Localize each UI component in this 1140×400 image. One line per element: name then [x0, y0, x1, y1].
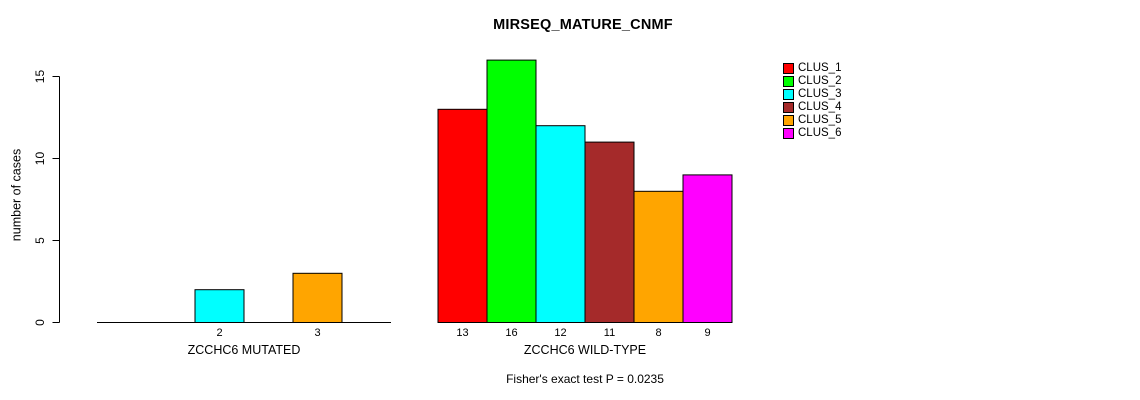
- bar-clus_4: [584, 141, 635, 323]
- bar-value-label: 9: [704, 327, 710, 339]
- bar-clus_6: [682, 174, 733, 323]
- bar-value-label: 12: [554, 327, 566, 339]
- legend-item-clus_3: CLUS_3: [783, 88, 841, 101]
- bar-value-label: 2: [216, 327, 222, 339]
- legend-label: CLUS_3: [798, 88, 842, 100]
- bar-clus_1: [437, 108, 488, 323]
- chart-title: MIRSEQ_MATURE_CNMF: [493, 17, 673, 33]
- legend-item-clus_2: CLUS_2: [783, 75, 841, 88]
- bar-clus_3: [194, 289, 245, 324]
- legend-swatch-icon: [783, 89, 794, 100]
- y-tick-label: 15: [33, 70, 47, 84]
- legend-swatch-icon: [783, 128, 794, 139]
- group-label: ZCCHC6 MUTATED: [188, 343, 301, 357]
- bar-clus_3: [535, 125, 586, 323]
- legend-swatch-icon: [783, 63, 794, 74]
- legend-label: CLUS_5: [798, 114, 842, 126]
- bar-value-label: 16: [505, 327, 517, 339]
- y-axis-title: number of cases: [9, 149, 23, 241]
- y-tick-label: 10: [33, 152, 47, 166]
- fisher-test-caption: Fisher's exact test P = 0.0235: [506, 372, 664, 386]
- bar-value-label: 3: [314, 327, 320, 339]
- y-tick-label: 0: [33, 319, 47, 326]
- legend-label: CLUS_1: [798, 62, 842, 74]
- legend-swatch-icon: [783, 102, 794, 113]
- legend-item-clus_4: CLUS_4: [783, 101, 841, 114]
- legend-label: CLUS_4: [798, 101, 842, 113]
- bar-clus_2: [486, 59, 537, 323]
- legend-label: CLUS_2: [798, 75, 842, 87]
- legend-swatch-icon: [783, 115, 794, 126]
- legend-swatch-icon: [783, 76, 794, 87]
- legend-item-clus_6: CLUS_6: [783, 127, 841, 140]
- y-tick-label: 5: [33, 237, 47, 244]
- legend-label: CLUS_6: [798, 127, 842, 139]
- group-label: ZCCHC6 WILD-TYPE: [524, 343, 646, 357]
- legend-item-clus_1: CLUS_1: [783, 62, 841, 75]
- legend-item-clus_5: CLUS_5: [783, 114, 841, 127]
- bar-value-label: 8: [655, 327, 661, 339]
- bar-clus_5: [292, 272, 343, 323]
- legend: CLUS_1 CLUS_2 CLUS_3 CLUS_4 CLUS_5 CLUS_6: [783, 62, 841, 140]
- bar-value-label: 13: [456, 327, 468, 339]
- bar-value-label: 11: [604, 327, 615, 339]
- bar-clus_5: [633, 190, 684, 323]
